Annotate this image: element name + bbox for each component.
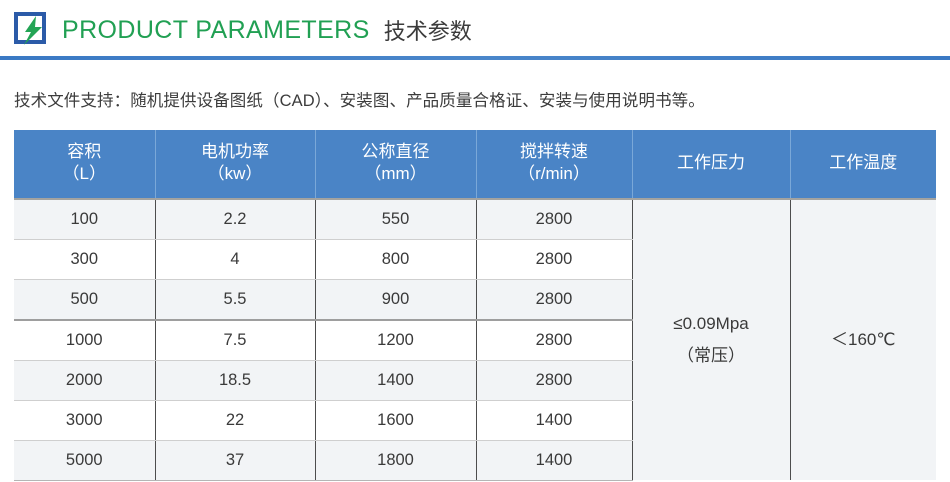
cell-speed: 1400 xyxy=(476,400,633,441)
table-row: 100 2.2 550 2800 ≤0.09Mpa （常压） ＜160℃ xyxy=(14,198,936,481)
column-header-volume: 容积 （L） xyxy=(14,130,156,200)
cell-power: 37 xyxy=(155,440,316,481)
cell-diameter: 1800 xyxy=(315,440,477,481)
intro-text: 技术文件支持：随机提供设备图纸（CAD）、安装图、产品质量合格证、安装与使用说明… xyxy=(14,92,705,110)
column-header-power-title: 电机功率 xyxy=(201,142,269,161)
cell-speed: 2800 xyxy=(476,198,633,240)
page-title-cn: 技术参数 xyxy=(383,19,472,44)
column-header-pressure: 工作压力 xyxy=(632,130,791,200)
column-header-volume-title: 容积 xyxy=(67,142,102,161)
column-header-temperature-title: 工作温度 xyxy=(829,153,898,173)
column-header-temperature: 工作温度 xyxy=(790,130,936,200)
cell-speed: 1400 xyxy=(476,440,633,481)
header-divider xyxy=(0,56,950,60)
table-row: 5000 37 1800 1400 xyxy=(14,440,936,481)
table-header-row: 容积 （L） 电机功率 （kw） 公称直径 （mm） 搅拌转速 （r/min） … xyxy=(14,130,936,200)
column-header-speed-unit: （r/min） xyxy=(518,164,590,184)
cell-power: 22 xyxy=(155,400,316,441)
cell-volume: 300 xyxy=(14,239,156,280)
spec-table-container: 容积 （L） 电机功率 （kw） 公称直径 （mm） 搅拌转速 （r/min） … xyxy=(14,130,936,481)
cell-speed: 2800 xyxy=(476,360,633,401)
working-pressure-value: ≤0.09Mpa xyxy=(673,313,749,333)
cell-diameter: 1400 xyxy=(315,360,477,401)
cell-volume: 1000 xyxy=(14,319,156,361)
cell-power: 4 xyxy=(155,239,316,280)
cell-speed: 2800 xyxy=(476,239,633,280)
column-header-power: 电机功率 （kw） xyxy=(155,130,316,200)
column-header-power-unit: （kw） xyxy=(207,164,263,184)
table-row: 1000 7.5 1200 2800 xyxy=(14,319,936,361)
table-row: 3000 22 1600 1400 xyxy=(14,400,936,441)
cell-power: 18.5 xyxy=(155,360,316,401)
cell-diameter: 550 xyxy=(315,198,477,240)
cell-volume: 5000 xyxy=(14,440,156,481)
cell-diameter: 900 xyxy=(315,279,477,321)
column-header-speed: 搅拌转速 （r/min） xyxy=(476,130,633,200)
cell-volume: 500 xyxy=(14,279,156,321)
cell-diameter: 800 xyxy=(315,239,477,280)
page-title-en: PRODUCT PARAMETERS xyxy=(62,15,370,44)
cell-volume: 3000 xyxy=(14,400,156,441)
page-header: PRODUCT PARAMETERS 技术参数 xyxy=(0,0,950,60)
table-row: 2000 18.5 1400 2800 xyxy=(14,360,936,401)
column-header-diameter-title: 公称直径 xyxy=(361,142,430,161)
cell-diameter: 1200 xyxy=(315,319,477,361)
cell-diameter: 1600 xyxy=(315,400,477,441)
working-pressure-note: （常压） xyxy=(677,346,745,366)
column-header-speed-title: 搅拌转速 xyxy=(520,142,588,161)
cell-volume: 100 xyxy=(14,198,156,240)
cell-power: 5.5 xyxy=(155,279,316,321)
column-header-diameter: 公称直径 （mm） xyxy=(315,130,477,200)
table-row: 500 5.5 900 2800 xyxy=(14,279,936,321)
column-header-volume-unit: （L） xyxy=(62,164,106,184)
cell-volume: 2000 xyxy=(14,360,156,401)
cell-working-pressure: ≤0.09Mpa （常压） xyxy=(632,198,791,481)
bolt-square-logo-icon xyxy=(12,11,50,49)
column-header-diameter-unit: （mm） xyxy=(364,164,427,184)
cell-speed: 2800 xyxy=(476,319,633,361)
cell-power: 7.5 xyxy=(155,319,316,361)
table-row: 300 4 800 2800 xyxy=(14,239,936,280)
spec-table: 容积 （L） 电机功率 （kw） 公称直径 （mm） 搅拌转速 （r/min） … xyxy=(14,130,936,481)
cell-power: 2.2 xyxy=(155,198,316,240)
column-header-pressure-title: 工作压力 xyxy=(677,153,745,173)
cell-speed: 2800 xyxy=(476,279,633,321)
table-body: 100 2.2 550 2800 ≤0.09Mpa （常压） ＜160℃ 300… xyxy=(14,198,936,481)
cell-working-temperature: ＜160℃ xyxy=(790,198,936,481)
